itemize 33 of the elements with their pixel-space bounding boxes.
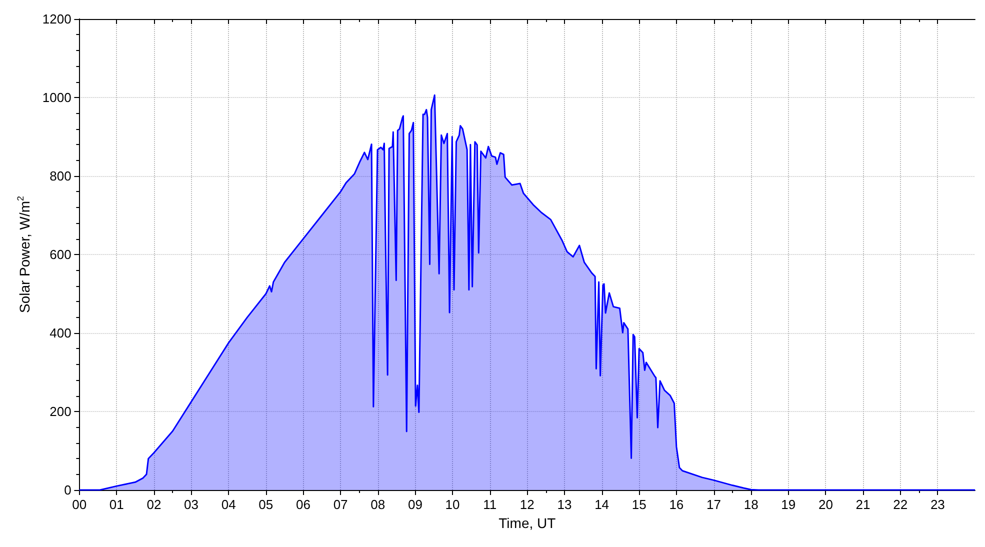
y-tick-label: 400 — [50, 326, 72, 340]
x-tick-label: 14 — [594, 497, 610, 512]
y-axis-title: Solar Power, W/m2 — [16, 196, 32, 314]
x-tick-label: 19 — [781, 497, 796, 512]
x-tick-label: 05 — [258, 497, 274, 512]
x-tick-label: 12 — [520, 497, 534, 512]
y-tick-label: 1200 — [42, 12, 72, 26]
x-tick-label: 03 — [184, 497, 199, 512]
x-tick-label: 04 — [221, 497, 236, 512]
x-tick-label: 20 — [818, 497, 833, 512]
x-tick-label: 06 — [296, 497, 310, 512]
x-tick-label: 23 — [930, 497, 945, 512]
y-tick-label: 200 — [50, 404, 72, 419]
y-tick-label: 600 — [50, 247, 72, 262]
x-tick-label: 13 — [557, 497, 572, 512]
y-tick-label: 0 — [64, 482, 72, 498]
y-tick-label: 1000 — [42, 90, 72, 105]
x-tick-label: 18 — [744, 497, 758, 512]
x-tick-label: 21 — [856, 497, 870, 512]
x-tick-label: 17 — [706, 497, 721, 512]
x-axis-title: Time, UT — [498, 514, 556, 531]
x-tick-label: 01 — [109, 497, 124, 512]
x-tick-label: 00 — [72, 497, 87, 512]
x-tick-label: 02 — [146, 497, 162, 512]
x-tick-label: 22 — [893, 497, 908, 512]
x-tick-label: 09 — [408, 497, 422, 512]
x-tick-label: 11 — [483, 497, 497, 512]
x-tick-label: 15 — [632, 497, 646, 512]
x-tick-label: 16 — [669, 497, 684, 512]
x-tick-label: 08 — [370, 497, 386, 512]
x-tick-label: 07 — [333, 497, 348, 512]
x-tick-label: 10 — [445, 497, 460, 512]
y-tick-label: 800 — [50, 168, 72, 184]
